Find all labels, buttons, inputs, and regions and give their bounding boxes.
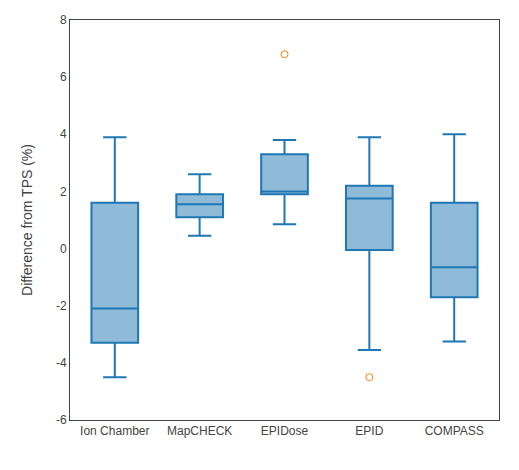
- svg-text:8: 8: [60, 13, 67, 27]
- svg-text:-4: -4: [56, 356, 67, 370]
- svg-text:COMPASS: COMPASS: [425, 424, 484, 438]
- svg-text:6: 6: [60, 70, 67, 84]
- svg-text:2: 2: [60, 185, 67, 199]
- svg-text:0: 0: [60, 242, 67, 256]
- svg-text:-2: -2: [56, 299, 67, 313]
- svg-text:Difference from TPS (%): Difference from TPS (%): [19, 144, 35, 296]
- svg-text:Ion Chamber: Ion Chamber: [80, 424, 149, 438]
- svg-text:EPIDose: EPIDose: [261, 424, 309, 438]
- svg-text:4: 4: [60, 127, 67, 141]
- svg-text:MapCHECK: MapCHECK: [167, 424, 232, 438]
- svg-text:-6: -6: [56, 413, 67, 427]
- svg-text:EPID: EPID: [355, 424, 383, 438]
